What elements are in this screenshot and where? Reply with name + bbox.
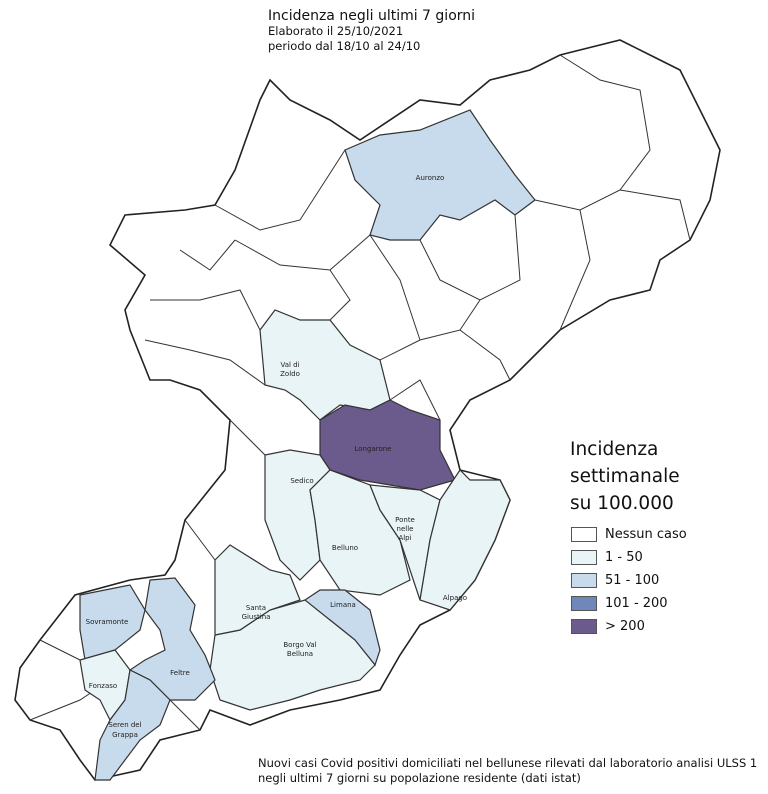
municipality-label: Feltre bbox=[170, 669, 190, 677]
legend: Incidenza settimanale su 100.000 Nessun … bbox=[570, 436, 687, 638]
municipality-label: Val di Zoldo bbox=[280, 361, 300, 378]
map-header: Incidenza negli ultimi 7 giorni Elaborat… bbox=[268, 8, 475, 54]
municipality-label: Seren del Grappa bbox=[108, 721, 141, 739]
legend-item: 101 - 200 bbox=[571, 592, 687, 615]
map-title: Incidenza negli ultimi 7 giorni bbox=[268, 8, 476, 24]
legend-swatch bbox=[571, 550, 597, 565]
footnote: Nuovi casi Covid positivi domiciliati ne… bbox=[258, 756, 757, 786]
municipality-label: Longarone bbox=[355, 445, 392, 453]
municipality-label: Ponte nelle Alpi bbox=[395, 516, 415, 542]
municipality-belluno bbox=[309, 469, 411, 596]
legend-item: > 200 bbox=[571, 615, 687, 638]
municipality-label: Belluno bbox=[332, 544, 358, 552]
municipality-label: Fonzaso bbox=[89, 682, 117, 690]
legend-item: 1 - 50 bbox=[571, 546, 687, 569]
municipality-label: Sovramonte bbox=[86, 618, 129, 626]
period: periodo dal 18/10 al 24/10 bbox=[268, 39, 421, 53]
municipality-santa-giustina bbox=[214, 544, 301, 636]
municipality-label: Alpago bbox=[443, 594, 467, 602]
municipality-alpago bbox=[419, 469, 511, 611]
legend-label: > 200 bbox=[605, 619, 645, 634]
municipality-label: Auronzo bbox=[416, 174, 445, 182]
municipality-label: Limana bbox=[330, 601, 356, 609]
legend-label: 51 - 100 bbox=[605, 573, 660, 588]
legend-swatch bbox=[571, 596, 597, 611]
legend-label: 101 - 200 bbox=[605, 596, 668, 611]
municipality-seren-del-grappa bbox=[94, 669, 171, 781]
legend-title-line: su 100.000 bbox=[570, 493, 674, 514]
municipality-auronzo bbox=[344, 109, 536, 241]
legend-title-line: settimanale bbox=[570, 466, 680, 487]
legend-item: Nessun caso bbox=[571, 523, 687, 546]
municipality-sovramonte bbox=[79, 584, 146, 661]
municipality-label: Sedico bbox=[290, 477, 313, 485]
legend-label: 1 - 50 bbox=[605, 550, 643, 565]
footnote-line: Nuovi casi Covid positivi domiciliati ne… bbox=[258, 756, 758, 770]
legend-swatch bbox=[571, 573, 597, 588]
footnote-line: negli ultimi 7 giorni su popolazione res… bbox=[258, 771, 581, 785]
municipality-label: Santa Giustina bbox=[242, 604, 271, 621]
legend-swatch bbox=[571, 527, 597, 542]
legend-label: Nessun caso bbox=[605, 527, 687, 542]
internal-borders bbox=[29, 54, 691, 731]
legend-title-line: Incidenza bbox=[570, 439, 659, 460]
elaboration-date: Elaborato il 25/10/2021 bbox=[268, 24, 404, 38]
legend-item: 51 - 100 bbox=[571, 569, 687, 592]
municipality-label: Borgo Val Belluna bbox=[283, 641, 316, 658]
legend-swatch bbox=[571, 619, 597, 634]
